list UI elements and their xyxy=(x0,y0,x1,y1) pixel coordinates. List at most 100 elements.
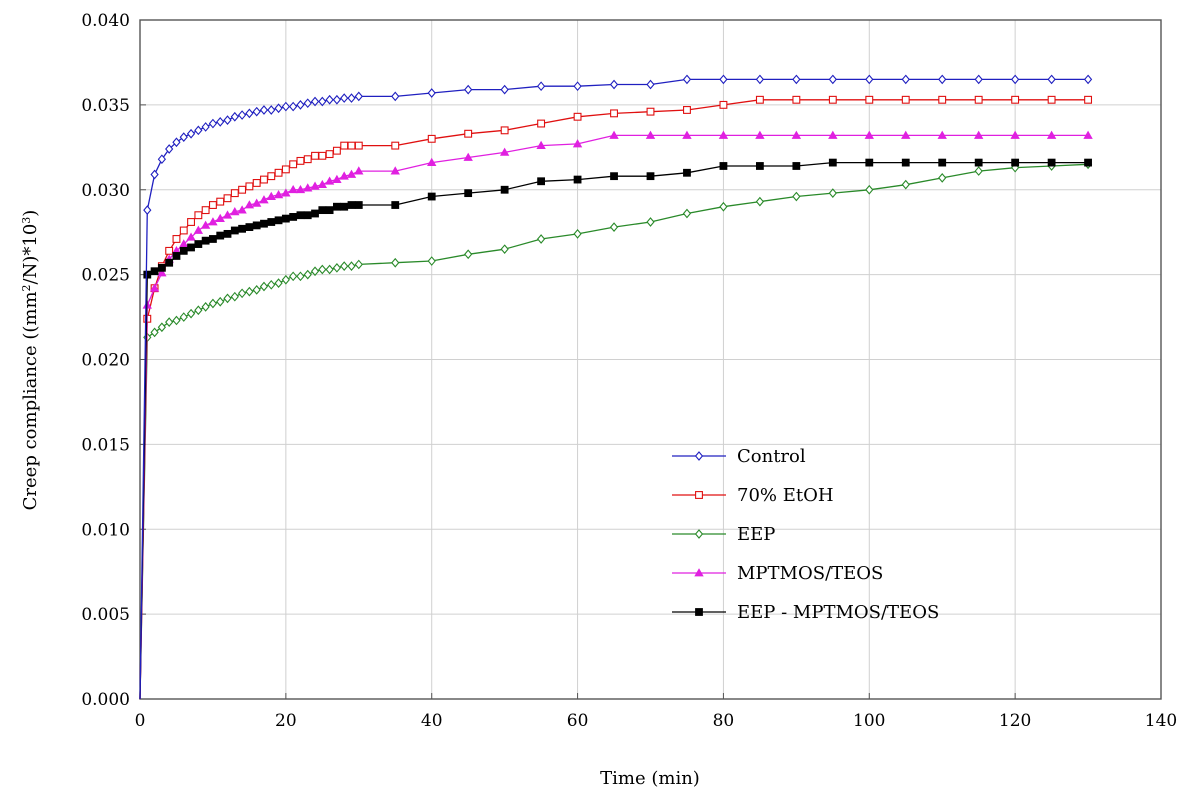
x-tick-label: 100 xyxy=(853,711,885,731)
data-point xyxy=(683,106,691,114)
data-point xyxy=(354,259,363,270)
data-point xyxy=(974,95,983,104)
data-point xyxy=(252,106,261,117)
legend-label: 70% EtOH xyxy=(737,485,834,506)
data-point xyxy=(610,172,618,181)
data-point xyxy=(200,220,211,229)
data-point xyxy=(318,151,327,160)
data-point xyxy=(427,256,436,266)
data-point xyxy=(537,177,546,186)
data-point xyxy=(609,130,619,139)
data-point xyxy=(1011,95,1020,104)
data-point xyxy=(157,268,167,277)
data-point xyxy=(318,206,327,215)
data-point xyxy=(683,168,691,177)
series-line xyxy=(139,161,1089,700)
data-point xyxy=(573,112,582,121)
data-point xyxy=(340,261,349,271)
data-point xyxy=(223,194,232,203)
x-tick-label: 0 xyxy=(135,711,146,731)
data-point xyxy=(245,108,254,119)
data-point xyxy=(427,88,436,98)
data-point xyxy=(325,206,334,215)
data-point xyxy=(143,270,152,279)
data-point xyxy=(311,151,319,160)
data-point xyxy=(340,93,349,103)
data-point xyxy=(260,175,268,184)
data-point xyxy=(828,158,837,167)
data-point xyxy=(165,317,174,328)
data-point xyxy=(340,202,349,211)
data-point xyxy=(719,201,728,212)
legend-marker xyxy=(695,608,703,616)
data-point xyxy=(755,95,764,104)
data-point xyxy=(172,137,181,148)
legend-item: Control xyxy=(672,446,806,467)
data-point xyxy=(179,312,188,322)
data-point xyxy=(1084,158,1092,167)
x-axis-label: Time (min) xyxy=(600,768,700,789)
legend-item: EEP xyxy=(672,524,775,545)
data-point xyxy=(267,279,276,290)
data-point xyxy=(901,95,910,104)
y-axis-label-part: Creep compliance ((mm xyxy=(20,291,41,510)
y-tick-label: 0.010 xyxy=(81,520,130,540)
data-point xyxy=(216,296,225,307)
data-point xyxy=(259,105,269,115)
y-axis-label-sup: 3 xyxy=(20,217,33,224)
data-point xyxy=(974,158,983,167)
grid xyxy=(140,20,1161,699)
data-point xyxy=(208,201,217,209)
data-point xyxy=(209,235,217,243)
data-point xyxy=(165,258,174,267)
data-point xyxy=(354,166,364,175)
data-point xyxy=(609,79,619,90)
data-point xyxy=(179,246,188,255)
data-point xyxy=(252,179,261,187)
data-point xyxy=(273,190,284,199)
data-point xyxy=(500,244,509,255)
data-point xyxy=(244,200,255,209)
data-point xyxy=(172,252,181,260)
legend-item: 70% EtOH xyxy=(672,485,834,506)
series-mptmos-teos xyxy=(139,130,1093,700)
data-point xyxy=(252,221,261,230)
data-point xyxy=(303,183,313,192)
data-point xyxy=(230,111,239,122)
data-point xyxy=(194,211,203,220)
data-point xyxy=(318,96,327,107)
data-point xyxy=(828,188,837,198)
data-point xyxy=(143,205,152,215)
data-point xyxy=(354,201,363,209)
data-point xyxy=(354,91,363,102)
data-point xyxy=(172,315,181,326)
data-point xyxy=(208,217,218,226)
data-point xyxy=(938,158,947,167)
data-point xyxy=(938,173,947,183)
data-point xyxy=(230,291,239,302)
data-point xyxy=(573,175,582,184)
data-point xyxy=(150,169,159,180)
data-point xyxy=(865,184,874,195)
data-point xyxy=(864,130,874,139)
data-point xyxy=(267,105,276,115)
data-point xyxy=(317,179,328,189)
legend-marker xyxy=(694,451,704,461)
data-point xyxy=(938,95,947,104)
data-point xyxy=(194,125,203,136)
data-point xyxy=(974,74,983,85)
data-point xyxy=(172,235,181,243)
data-point xyxy=(792,74,801,85)
data-point xyxy=(427,134,436,143)
data-point xyxy=(274,278,283,288)
data-point xyxy=(500,185,509,194)
data-point xyxy=(937,130,947,139)
data-point xyxy=(274,103,283,114)
data-point xyxy=(391,91,400,102)
data-point xyxy=(223,229,232,238)
y-tick-label: 0.025 xyxy=(81,266,130,286)
data-point xyxy=(150,327,159,338)
data-point xyxy=(311,209,319,218)
data-point xyxy=(1084,95,1093,104)
legend-marker xyxy=(694,568,704,577)
